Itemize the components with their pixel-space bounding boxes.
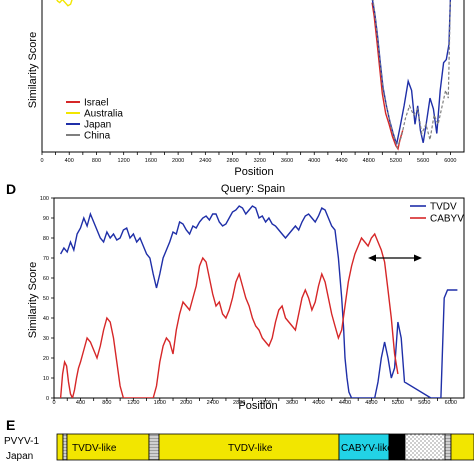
top-x-tick-label: 3200: [254, 158, 266, 164]
d-x-tick-label: 400: [76, 400, 85, 406]
d-series-line-cabyv: [59, 232, 399, 398]
genome-segment-cabyv-like: [338, 433, 390, 461]
panel-d: D Query: Spain 0 400 800 1200 1600 2000 2400 28…: [6, 181, 465, 412]
genome-map: TVDV-like TVDV-like CABYV-like: [56, 433, 474, 461]
d-x-tick-label: 2800: [233, 400, 245, 406]
top-x-tick-label: 800: [92, 158, 101, 164]
d-y-tick-label: 30: [43, 336, 49, 342]
d-y-tick-label: 0: [46, 396, 49, 402]
top-series-line-japan: [371, 0, 452, 145]
d-y-tick-label: 70: [43, 256, 49, 262]
d-y-tick-label: 60: [43, 276, 49, 282]
genome-block-start: [56, 433, 64, 461]
genome-segment-label-tvdv-like-2: TVDV-like: [228, 443, 273, 454]
genome-block-end: [450, 433, 474, 461]
d-x-tick-label: 3600: [286, 400, 298, 406]
top-x-tick-label: 400: [65, 158, 74, 164]
top-x-tick-label: 2800: [226, 158, 238, 164]
d-y-tick-label: 80: [43, 236, 49, 242]
genome-segment-tvdv-like-2: [158, 433, 340, 461]
d-y-tick-label: 40: [43, 316, 49, 322]
recombination-arrow: [368, 254, 422, 262]
d-series-lines: [59, 205, 458, 398]
d-legend-label-tvdv: TVDV: [430, 202, 457, 213]
d-x-tick-label: 1200: [127, 400, 139, 406]
top-x-axis-title: Position: [234, 166, 273, 178]
top-x-tick-label: 5200: [390, 158, 402, 164]
genome-block-hatch-1: [62, 433, 68, 461]
panel-d-letter: D: [6, 181, 16, 197]
d-y-tick-label: 90: [43, 216, 49, 222]
top-x-axis-ticks: [41, 152, 451, 155]
d-x-tick-label: 5600: [418, 400, 430, 406]
top-x-tick-label: 4800: [363, 158, 375, 164]
top-x-tick-label: 4400: [335, 158, 347, 164]
top-legend-label-australia: Australia: [84, 109, 123, 120]
d-x-tick-label: 4400: [339, 400, 351, 406]
panel-d-title: Query: Spain: [221, 183, 285, 195]
top-plot-frame: [41, 0, 465, 153]
genome-block-dotted: [404, 433, 446, 461]
d-y-tick-label: 20: [43, 356, 49, 362]
top-x-tick-label: 4000: [308, 158, 320, 164]
d-y-tick-label: 10: [43, 376, 49, 382]
top-x-tick-label: 0: [40, 158, 43, 164]
top-x-tick-label: 3600: [281, 158, 293, 164]
top-x-tick-label: 1600: [145, 158, 157, 164]
d-x-tick-label: 4000: [312, 400, 324, 406]
panel-e-letter: E: [6, 417, 15, 433]
top-y-axis-title: Similarity Score: [27, 32, 39, 108]
top-x-tick-label: 6000: [444, 158, 456, 164]
d-x-tick-label: 1600: [154, 400, 166, 406]
genome-block-hatch-3: [444, 433, 452, 461]
genome-block-hatch-2: [148, 433, 160, 461]
d-axis-ticks: [51, 197, 452, 401]
d-x-tick-label: 0: [52, 400, 55, 406]
top-similarity-panel: 0 400 800 1200 1600 2000 2400 2800 3200 3600 4000 4…: [27, 0, 465, 178]
d-x-axis-title: Position: [238, 400, 277, 412]
top-legend-label-japan: Japan: [84, 120, 111, 131]
genome-label-line1: PVYV-1: [4, 436, 39, 447]
d-series-line-tvdv: [59, 205, 458, 398]
top-x-tick-label: 1200: [118, 158, 130, 164]
panel-e: E PVYV-1 Japan TVDV-like TVDV-like CABYV…: [4, 417, 474, 462]
d-x-tick-label: 2400: [207, 400, 219, 406]
top-series-line-australia: [56, 0, 73, 7]
top-x-tick-label: 5600: [417, 158, 429, 164]
d-legend-label-cabyv: CABYV: [430, 214, 464, 225]
d-x-tick-label: 3200: [259, 400, 271, 406]
d-axis-tick-labels: 0 400 800 1200 1600 2000 2400 2800 3200 3600 4000 4…: [40, 196, 457, 406]
top-legend-label-china: China: [84, 131, 111, 142]
d-x-tick-label: 4800: [365, 400, 377, 406]
top-legend-label-israel: Israel: [84, 98, 108, 109]
d-x-tick-label: 5200: [392, 400, 404, 406]
top-series-lines: [56, 0, 452, 151]
genome-label-line2: Japan: [6, 451, 33, 462]
d-plot-frame: [53, 197, 465, 399]
top-series-line-israel: [371, 2, 404, 151]
genome-segment-label-cabyv-like: CABYV-like: [341, 443, 393, 454]
top-series-line-china: [372, 0, 451, 150]
d-y-axis-title: Similarity Score: [27, 262, 39, 338]
top-x-tick-label: 2000: [172, 158, 184, 164]
d-y-tick-label: 50: [43, 296, 49, 302]
d-x-tick-label: 2000: [180, 400, 192, 406]
top-x-tick-label: 2400: [199, 158, 211, 164]
genome-segment-tvdv-like-1: [66, 433, 150, 461]
genome-segment-label-tvdv-like-1: TVDV-like: [72, 443, 117, 454]
d-y-tick-label: 100: [40, 196, 49, 202]
d-x-tick-label: 6000: [445, 400, 457, 406]
d-x-tick-label: 800: [102, 400, 111, 406]
top-x-axis-tick-labels: 0 400 800 1200 1600 2000 2400 2800 3200 3600 4000 4…: [40, 158, 456, 164]
